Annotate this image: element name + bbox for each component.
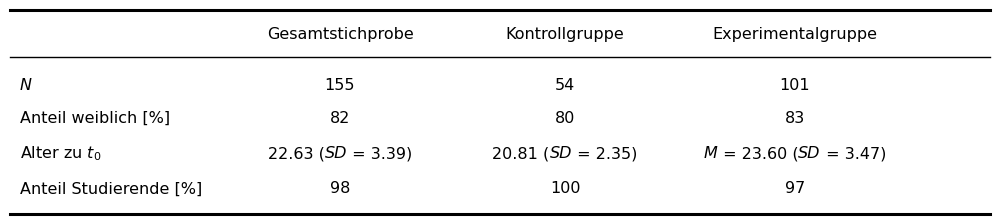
Text: Experimentalgruppe: Experimentalgruppe	[712, 27, 878, 42]
Text: Anteil weiblich [%]: Anteil weiblich [%]	[20, 111, 170, 126]
Text: SD: SD	[798, 146, 821, 161]
Text: 155: 155	[325, 78, 355, 93]
Text: Kontrollgruppe: Kontrollgruppe	[506, 27, 624, 42]
Text: 83: 83	[785, 111, 805, 126]
Text: Gesamtstichprobe: Gesamtstichprobe	[267, 27, 413, 42]
Text: 20.81 (: 20.81 (	[492, 146, 550, 161]
Text: 82: 82	[330, 111, 350, 126]
Text: SD: SD	[325, 146, 347, 161]
Text: = 3.39): = 3.39)	[347, 146, 412, 161]
Text: 101: 101	[780, 78, 810, 93]
Text: 22.63 (: 22.63 (	[268, 146, 325, 161]
Text: = 2.35): = 2.35)	[572, 146, 638, 161]
Text: 54: 54	[555, 78, 575, 93]
Text: 100: 100	[550, 181, 580, 196]
Text: N: N	[20, 78, 32, 93]
Text: 80: 80	[555, 111, 575, 126]
Text: = 3.47): = 3.47)	[821, 146, 886, 161]
Text: SD: SD	[550, 146, 572, 161]
Text: Anteil Studierende [%]: Anteil Studierende [%]	[20, 181, 202, 196]
Text: 98: 98	[330, 181, 350, 196]
Text: 97: 97	[785, 181, 805, 196]
Text: = 23.60 (: = 23.60 (	[718, 146, 798, 161]
Text: M: M	[704, 146, 718, 161]
Text: Alter zu $t_0$: Alter zu $t_0$	[20, 144, 101, 163]
